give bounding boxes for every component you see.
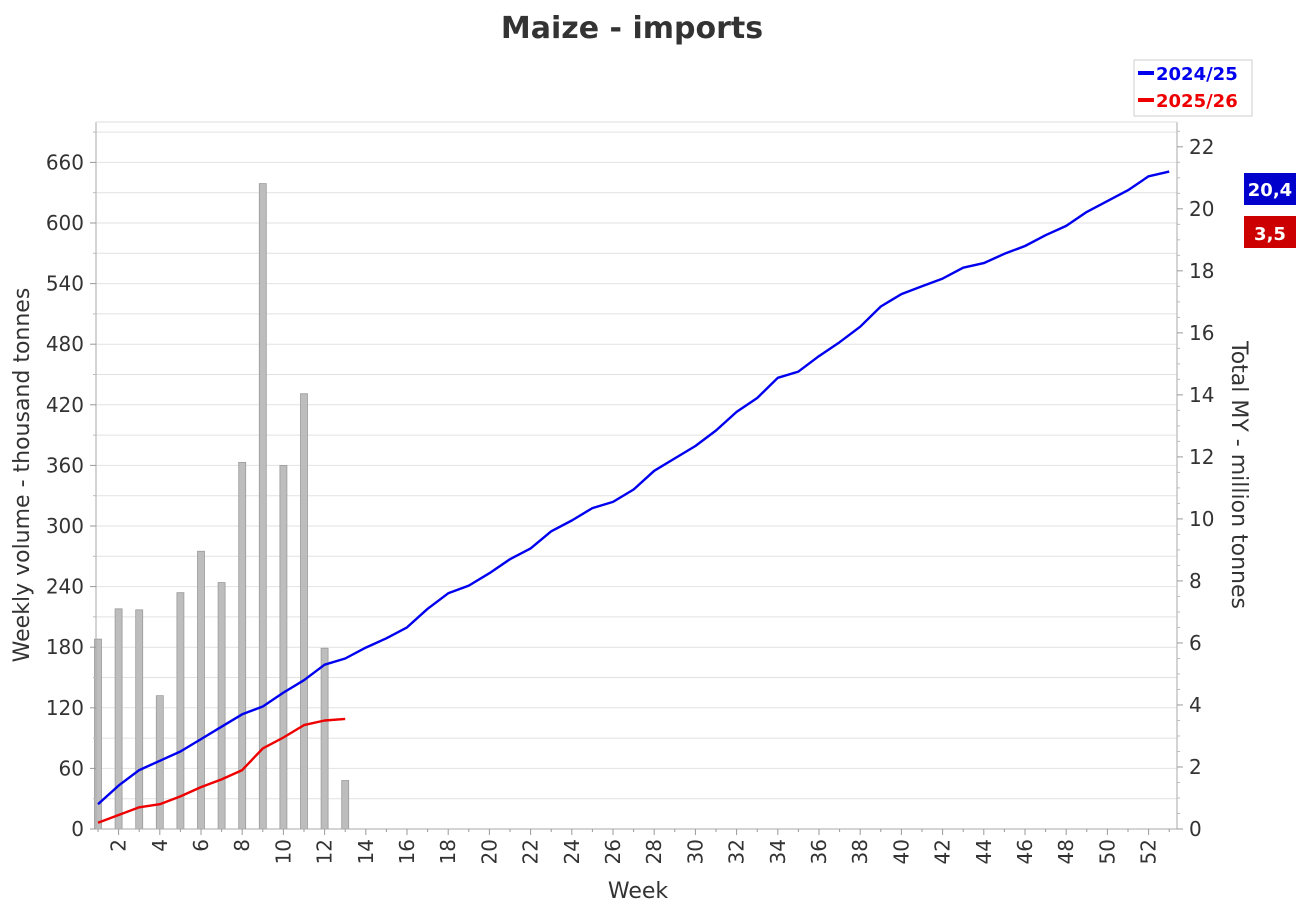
y-right-tick-label: 6: [1189, 631, 1202, 655]
badge-2024-25: [1244, 173, 1296, 205]
x-tick-label: 14: [354, 839, 378, 864]
y-right-tick-label: 14: [1189, 383, 1214, 407]
x-tick-label: 12: [313, 839, 337, 864]
bar-week-11: [300, 393, 308, 830]
x-tick-label: 32: [725, 839, 749, 864]
x-tick-label: 44: [972, 839, 996, 864]
y-right-tick-label: 18: [1189, 259, 1214, 283]
x-tick-label: 28: [642, 839, 666, 864]
y-left-tick-label: 300: [46, 514, 84, 538]
y-right-tick-label: 10: [1189, 507, 1214, 531]
y-axis-left-label: Weekly volume - thousand tonnes: [10, 288, 35, 663]
y-right-tick-label: 4: [1189, 693, 1202, 717]
bar-week-3: [135, 609, 144, 830]
series-line-2024-25: [97, 170, 1170, 806]
x-tick-label: 16: [395, 839, 419, 864]
grid-lines: [96, 131, 1177, 800]
x-tick-label: 26: [601, 839, 625, 864]
x-tick-label: 42: [931, 839, 955, 864]
legend-label-2024-25: 2024/25: [1156, 64, 1238, 85]
x-tick-label: 40: [889, 839, 913, 864]
x-tick-label: 24: [560, 839, 584, 864]
y-left-tick-label: 180: [46, 635, 84, 659]
bar-week-9: [258, 183, 267, 830]
y-right-tick-label: 20: [1189, 197, 1214, 221]
badge-2025-26-value: 3,5: [1254, 224, 1286, 245]
axes: 0601201802403003604204805406006600246810…: [46, 121, 1214, 864]
x-tick-label: 4: [148, 839, 172, 852]
legend-swatch-2025-26: [1138, 98, 1154, 102]
bar-week-8: [238, 461, 247, 830]
bar-week-2: [114, 608, 123, 830]
y-right-tick-label: 22: [1189, 135, 1214, 159]
badge-2024-25-value: 20,4: [1248, 180, 1292, 201]
x-tick-label: 20: [477, 839, 501, 864]
bar-week-12: [320, 647, 329, 830]
y-right-tick-label: 16: [1189, 321, 1214, 345]
bar-week-10: [279, 464, 288, 830]
x-tick-label: 8: [230, 839, 254, 852]
bar-week-7: [217, 582, 226, 830]
weekly-volume-bars: [94, 183, 350, 830]
y-left-tick-label: 240: [46, 575, 84, 599]
y-left-tick-label: 660: [46, 150, 84, 174]
bar-week-13: [341, 780, 350, 830]
x-tick-label: 22: [519, 839, 543, 864]
chart-title: Maize - imports: [501, 11, 763, 46]
legend: 2024/25 2025/26: [1133, 59, 1253, 117]
x-tick-label: 6: [189, 839, 213, 852]
x-tick-label: 48: [1054, 839, 1078, 864]
x-tick-label: 30: [683, 839, 707, 864]
x-tick-label: 18: [436, 839, 460, 864]
x-axis-label: Week: [608, 879, 669, 904]
cumulative-lines: [97, 170, 1170, 824]
y-right-tick-label: 8: [1189, 569, 1202, 593]
x-tick-label: 50: [1095, 839, 1119, 864]
y-left-tick-label: 0: [71, 817, 84, 841]
x-tick-label: 2: [107, 839, 131, 852]
legend-swatch-2024-25: [1138, 71, 1154, 75]
y-left-tick-label: 420: [46, 393, 84, 417]
y-left-tick-label: 60: [59, 756, 84, 780]
y-right-tick-label: 0: [1189, 817, 1202, 841]
y-left-tick-label: 540: [46, 272, 84, 296]
series-line-2025-26: [97, 717, 346, 824]
legend-box: [1133, 59, 1253, 117]
x-tick-label: 10: [271, 839, 295, 864]
x-tick-label: 38: [848, 839, 872, 864]
x-tick-label: 46: [1013, 839, 1037, 864]
y-left-tick-label: 600: [46, 211, 84, 235]
y-left-tick-label: 360: [46, 453, 84, 477]
y-right-tick-label: 2: [1189, 755, 1202, 779]
y-left-tick-label: 120: [46, 696, 84, 720]
x-tick-label: 52: [1137, 839, 1161, 864]
total-badges: 20,4 3,5: [1244, 173, 1296, 248]
legend-label-2025-26: 2025/26: [1156, 91, 1238, 112]
badge-2025-26: [1244, 216, 1296, 248]
y-axis-right-label: Total MY - million tonnes: [1226, 340, 1251, 609]
x-tick-label: 36: [807, 839, 831, 864]
bar-week-5: [176, 592, 185, 830]
y-right-tick-label: 12: [1189, 445, 1214, 469]
x-tick-label: 34: [766, 839, 790, 864]
y-left-tick-label: 480: [46, 332, 84, 356]
